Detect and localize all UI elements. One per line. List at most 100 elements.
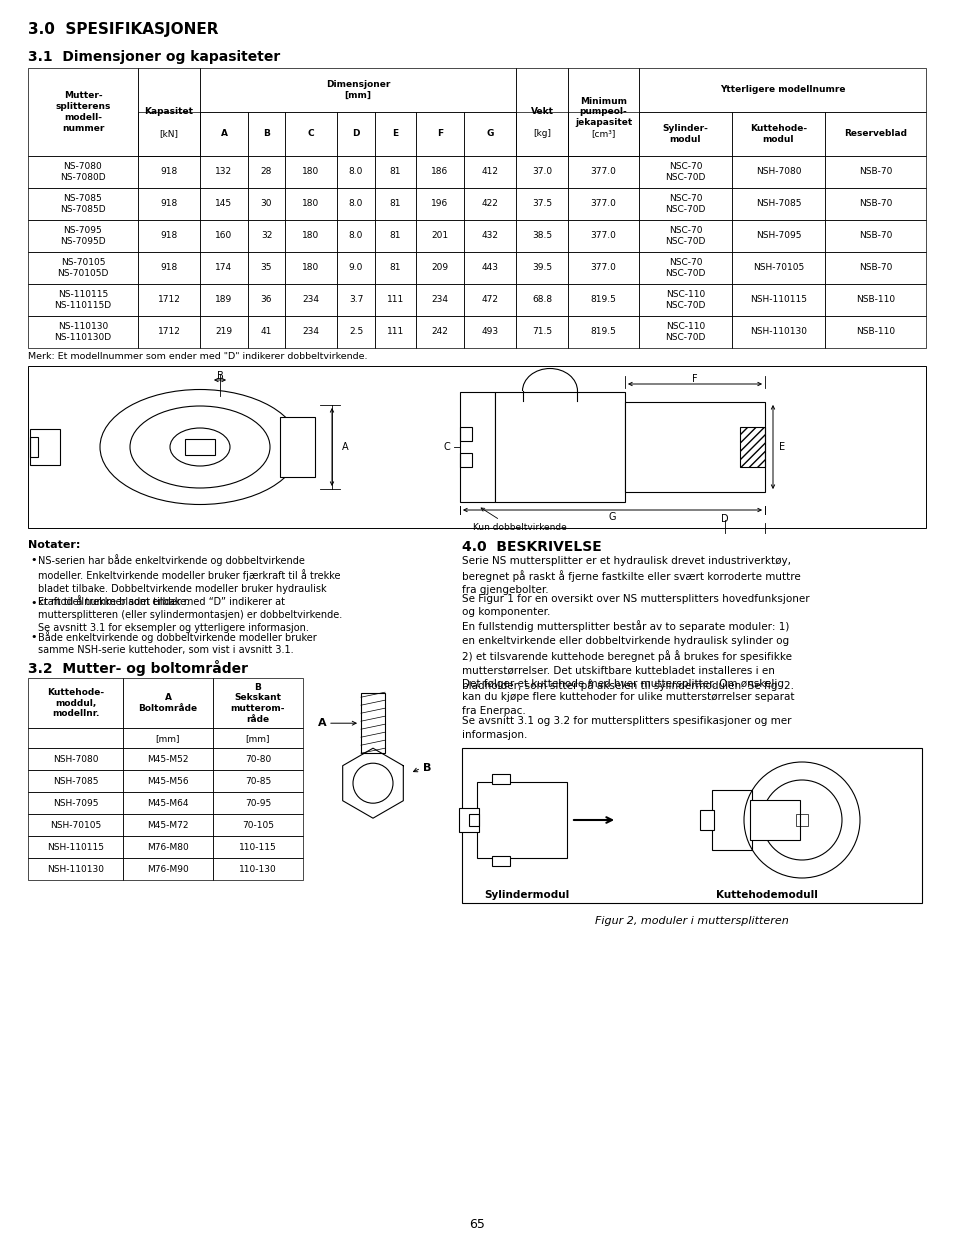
Text: NS-7095
NS-7095D: NS-7095 NS-7095D	[60, 226, 106, 246]
Text: 160: 160	[215, 231, 233, 241]
Text: NSC-110
NSC-70D: NSC-110 NSC-70D	[664, 322, 705, 342]
Text: 918: 918	[160, 200, 177, 209]
Text: 36: 36	[260, 295, 272, 305]
Text: F: F	[692, 374, 697, 384]
Bar	[213, 729, 303, 748]
Text: NS-7080
NS-7080D: NS-7080 NS-7080D	[60, 162, 106, 182]
Bar	[200, 112, 248, 156]
Text: NS-110115
NS-110115D: NS-110115 NS-110115D	[54, 290, 112, 310]
Bar	[123, 678, 213, 729]
Bar	[639, 188, 731, 220]
Text: Minimum
pumpeol-
jekapasitet: Minimum pumpeol- jekapasitet	[575, 96, 632, 127]
Text: 81: 81	[390, 231, 401, 241]
Bar	[123, 814, 213, 836]
Bar	[463, 316, 516, 348]
Text: [cm³]: [cm³]	[591, 130, 615, 138]
Text: •: •	[30, 631, 36, 642]
Text: 918: 918	[160, 231, 177, 241]
Text: NSH-7085: NSH-7085	[755, 200, 801, 209]
Text: 70-80: 70-80	[245, 755, 271, 763]
Text: NSB-70: NSB-70	[858, 231, 891, 241]
Bar	[375, 220, 416, 252]
Text: 196: 196	[431, 200, 448, 209]
Text: Sylindermodul: Sylindermodul	[484, 890, 569, 900]
Bar	[375, 252, 416, 284]
Bar	[123, 748, 213, 771]
Text: E: E	[392, 130, 398, 138]
Text: NSB-70: NSB-70	[858, 263, 891, 273]
Text: E: E	[779, 442, 784, 452]
Bar	[285, 316, 336, 348]
Bar	[516, 316, 567, 348]
Bar	[28, 729, 123, 748]
Text: 41: 41	[260, 327, 272, 336]
Bar	[516, 220, 567, 252]
Text: 81: 81	[390, 200, 401, 209]
Bar	[123, 792, 213, 814]
Bar	[213, 858, 303, 881]
Text: 234: 234	[302, 327, 319, 336]
Text: Mutter-
splitterens
modell-
nummer: Mutter- splitterens modell- nummer	[55, 91, 111, 132]
Bar	[185, 438, 214, 454]
Bar	[463, 112, 516, 156]
Text: Serie NS muttersplitter er et hydraulisk drevet industriverktøy,
beregnet på ras: Serie NS muttersplitter er et hydraulisk…	[461, 556, 800, 595]
Text: M76-M90: M76-M90	[147, 864, 189, 873]
Text: 472: 472	[481, 295, 498, 305]
Text: 819.5: 819.5	[590, 327, 616, 336]
Text: NSH-70105: NSH-70105	[752, 263, 803, 273]
Bar	[740, 427, 764, 467]
Bar	[123, 836, 213, 858]
Bar	[516, 252, 567, 284]
Bar	[731, 284, 824, 316]
Text: 234: 234	[302, 295, 319, 305]
Text: [mm]: [mm]	[155, 734, 180, 742]
Text: M45-M64: M45-M64	[147, 799, 189, 808]
Bar	[416, 220, 463, 252]
Text: 3.0  SPESIFIKASJONER: 3.0 SPESIFIKASJONER	[28, 22, 218, 37]
Bar	[28, 68, 138, 156]
Text: 242: 242	[431, 327, 448, 336]
Bar	[459, 391, 495, 501]
Text: 186: 186	[431, 168, 448, 177]
Text: Det følger et kuttehode med hver muttersplitter. Om ønskelig
kan du kjøpe flere : Det følger et kuttehode med hver mutters…	[461, 679, 794, 716]
Text: 81: 81	[390, 168, 401, 177]
Text: Vekt: Vekt	[530, 107, 553, 116]
Bar	[516, 284, 567, 316]
Text: NS-serien har både enkeltvirkende og dobbeltvirkende
modeller. Enkeltvirkende mo: NS-serien har både enkeltvirkende og dob…	[38, 555, 340, 606]
Text: M76-M80: M76-M80	[147, 842, 189, 852]
Text: 234: 234	[431, 295, 448, 305]
Text: 180: 180	[302, 168, 319, 177]
Text: F: F	[436, 130, 442, 138]
Text: 432: 432	[481, 231, 498, 241]
Bar	[824, 316, 925, 348]
Text: 422: 422	[481, 200, 497, 209]
Bar	[30, 437, 38, 457]
Text: M45-M52: M45-M52	[147, 755, 189, 763]
Text: 1712: 1712	[157, 295, 180, 305]
Text: Kun dobbeltvirkende: Kun dobbeltvirkende	[473, 522, 566, 532]
Bar	[639, 112, 731, 156]
Bar	[749, 800, 800, 840]
Text: NSC-70
NSC-70D: NSC-70 NSC-70D	[664, 226, 705, 246]
Bar	[795, 814, 807, 826]
Text: 209: 209	[431, 263, 448, 273]
Text: 918: 918	[160, 263, 177, 273]
Text: 111: 111	[387, 295, 404, 305]
Text: 180: 180	[302, 263, 319, 273]
Bar	[516, 112, 567, 156]
Text: Dimensjoner
[mm]: Dimensjoner [mm]	[326, 80, 390, 100]
Bar	[824, 112, 925, 156]
Bar	[200, 284, 248, 316]
Bar	[476, 782, 566, 858]
Bar	[213, 748, 303, 771]
Bar	[285, 188, 336, 220]
Bar	[30, 429, 60, 466]
Text: NS-70105
NS-70105D: NS-70105 NS-70105D	[57, 258, 109, 278]
Text: B: B	[263, 130, 270, 138]
Bar	[28, 252, 138, 284]
Bar	[248, 112, 285, 156]
Bar	[28, 836, 123, 858]
Bar	[463, 284, 516, 316]
Text: D: D	[720, 514, 728, 524]
Text: NSB-110: NSB-110	[855, 295, 894, 305]
